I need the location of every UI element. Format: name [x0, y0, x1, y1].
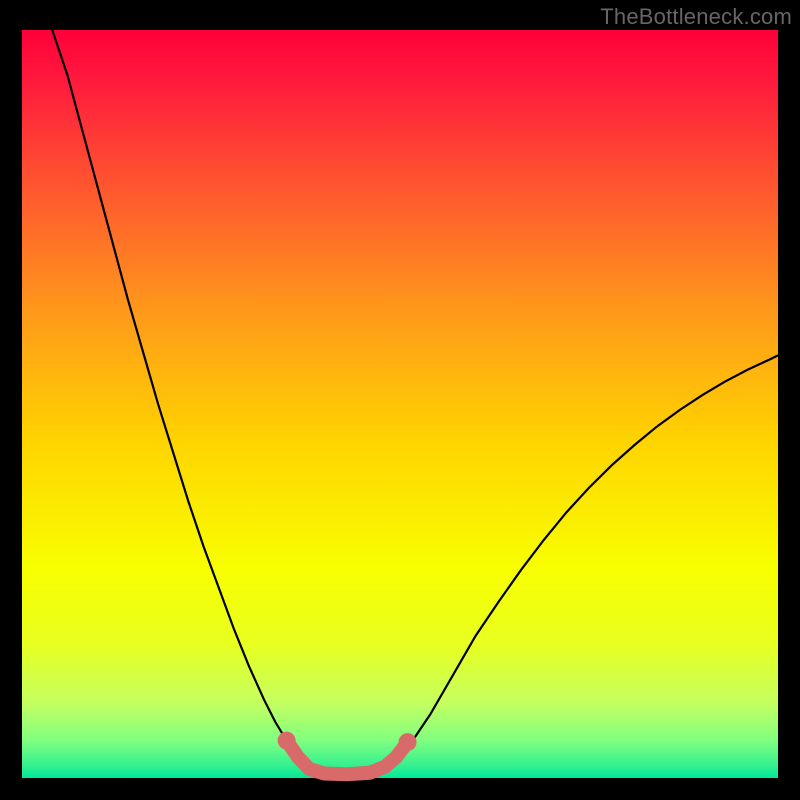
trough-start-dot: [278, 732, 296, 750]
watermark-text: TheBottleneck.com: [600, 4, 792, 30]
chart-stage: TheBottleneck.com: [0, 0, 800, 800]
trough-highlight: [287, 741, 408, 775]
curve-layer: [0, 0, 800, 800]
bottleneck-curve: [52, 30, 778, 774]
trough-end-dot: [399, 733, 417, 751]
